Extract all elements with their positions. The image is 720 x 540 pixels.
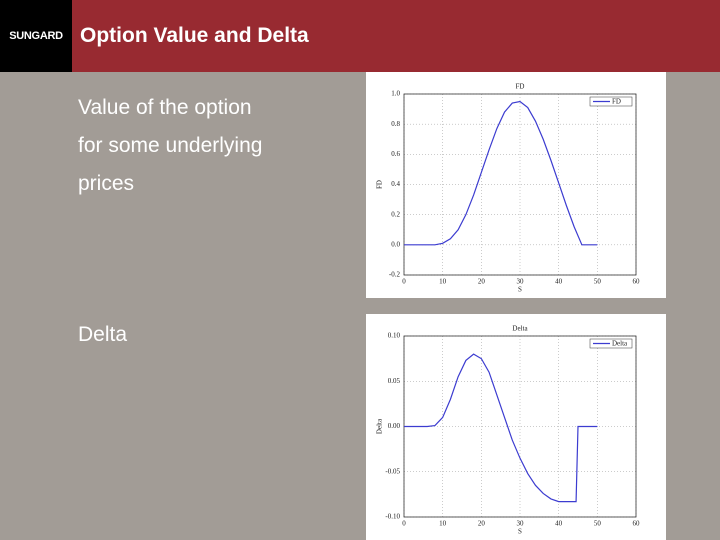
header-bar [0,0,720,72]
x-tick-label: 30 [517,278,525,286]
x-axis-label: S [518,528,522,536]
y-tick-label: -0.10 [385,513,400,521]
chart: FD -0.2 0.0 0.2 0.4 0.6 0.8 1.0 0 10 20 30 40 50 60 S FD… [366,72,666,298]
x-tick-label: 30 [517,520,525,528]
text-line: prices [78,172,135,195]
x-tick-label: 40 [555,520,563,528]
y-tick-label: 0.8 [391,120,400,128]
slide-title: Option Value and Delta [80,24,309,47]
y-tick-label: 0.2 [391,210,400,218]
y-axis-label: Delta [376,418,384,434]
y-axis-label: FD [376,180,384,189]
legend-label: Delta [612,340,628,348]
line-series [404,100,598,246]
logo: SUNGARD [0,0,72,72]
paragraph: Delta [78,316,127,354]
y-tick-label: 0.4 [391,180,400,188]
x-tick-label: 60 [633,520,641,528]
y-tick-label: -0.2 [389,271,401,279]
paragraph: Value of the option for some underlying … [78,89,262,203]
x-tick-label: 60 [633,278,641,286]
y-tick-label: 0.05 [388,377,401,385]
legend-box [589,96,633,107]
y-tick-label: 0.00 [388,422,401,430]
line-series [404,353,598,503]
plot-frame [403,93,637,276]
legend-label: FD [612,98,621,106]
x-tick-label: 50 [594,278,602,286]
legend-box [589,338,633,349]
y-tick-label: 0.0 [391,240,400,248]
x-tick-label: 10 [439,520,447,528]
y-tick-label: 1.0 [391,90,400,98]
x-tick-label: 40 [555,278,563,286]
chart: Delta -0.10 -0.05 0.00 0.05 0.10 0 10 20 30 40 50 60… [366,314,666,540]
x-tick-label: 10 [439,278,447,286]
text-line: for some underlying [78,134,263,157]
chart-title: FD [516,83,525,91]
y-tick-label: 0.6 [391,150,400,158]
chart-title: Delta [512,325,528,333]
text-line: Delta [78,323,128,346]
y-tick-label: -0.05 [385,467,400,475]
text-line: Value of the option [78,96,252,119]
y-tick-label: 0.10 [388,332,401,340]
x-tick-label: 0 [402,278,406,286]
x-tick-label: 0 [402,520,406,528]
x-axis-label: S [518,286,522,294]
x-tick-label: 50 [594,520,602,528]
x-tick-label: 20 [478,278,486,286]
x-tick-label: 20 [478,520,486,528]
